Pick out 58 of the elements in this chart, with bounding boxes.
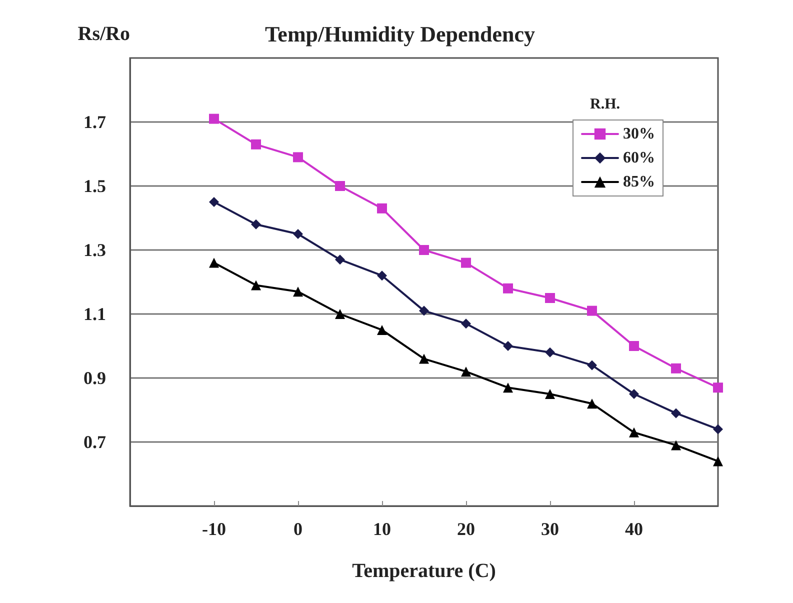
legend-label: 85% [623, 174, 655, 190]
legend-label: 30% [623, 126, 655, 142]
x-tick-label: 30 [541, 519, 559, 539]
point [251, 139, 261, 150]
point [293, 286, 303, 297]
y-tick-label: 1.5 [84, 176, 106, 196]
point [209, 258, 219, 268]
point [503, 341, 513, 351]
point [671, 408, 681, 418]
point [587, 306, 597, 316]
point [419, 245, 429, 255]
point [461, 366, 471, 377]
point [335, 309, 345, 319]
x-axis-title: Temperature (C) [352, 560, 496, 582]
point [545, 293, 555, 303]
x-tick-label: 20 [457, 519, 475, 539]
legend-label: 60% [623, 150, 655, 166]
point [713, 424, 723, 434]
point [587, 360, 597, 370]
point [629, 341, 639, 351]
point [419, 354, 429, 364]
point [671, 363, 681, 374]
y-tick-label: 0.7 [84, 432, 106, 452]
point [209, 114, 219, 124]
point [335, 181, 345, 191]
x-tick-label: 40 [625, 519, 643, 539]
x-tick-label: 0 [294, 519, 302, 539]
y-tick-label: 1.1 [84, 304, 106, 324]
point [209, 197, 219, 207]
point [251, 280, 261, 290]
point [461, 258, 471, 268]
point [587, 398, 597, 409]
point [503, 382, 513, 393]
y-axis-title: Rs/Ro [78, 23, 130, 45]
point [293, 152, 303, 162]
point [377, 203, 387, 214]
point [713, 382, 723, 393]
point [503, 283, 513, 294]
point [629, 389, 639, 399]
legend-title: R.H. [590, 96, 620, 112]
x-tick-label: 10 [373, 519, 391, 539]
point [671, 440, 681, 450]
point [545, 347, 555, 358]
point [335, 254, 345, 265]
point [629, 427, 639, 438]
point [377, 325, 387, 335]
y-tick-label: 0.9 [84, 368, 106, 388]
y-tick-label: 1.7 [84, 112, 106, 132]
y-tick-label: 1.3 [84, 240, 106, 260]
point [461, 318, 471, 329]
point [251, 219, 261, 230]
x-tick-label: -10 [202, 519, 226, 539]
point [293, 229, 303, 239]
point [713, 456, 723, 466]
point [545, 389, 555, 399]
chart-title: Temp/Humidity Dependency [265, 22, 535, 46]
point [419, 306, 429, 316]
point [377, 270, 387, 281]
